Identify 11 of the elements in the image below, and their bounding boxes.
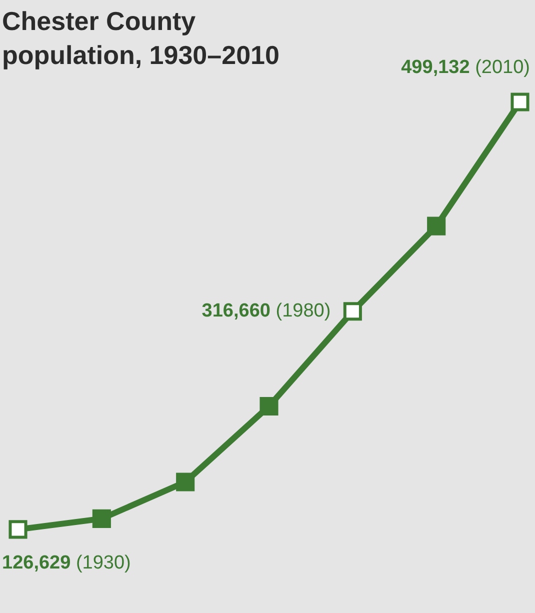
data-label: 499,132 (2010) xyxy=(401,57,530,78)
data-label: 316,660 (1980) xyxy=(202,300,331,322)
point xyxy=(92,509,111,528)
point xyxy=(8,520,28,539)
point xyxy=(176,472,195,492)
point xyxy=(510,92,530,112)
chart-title: Chester County population, 1930–2010 xyxy=(2,5,280,72)
point xyxy=(260,396,278,416)
data-label: 126,629 (1930) xyxy=(2,552,131,574)
point xyxy=(427,216,446,236)
point xyxy=(343,302,362,321)
